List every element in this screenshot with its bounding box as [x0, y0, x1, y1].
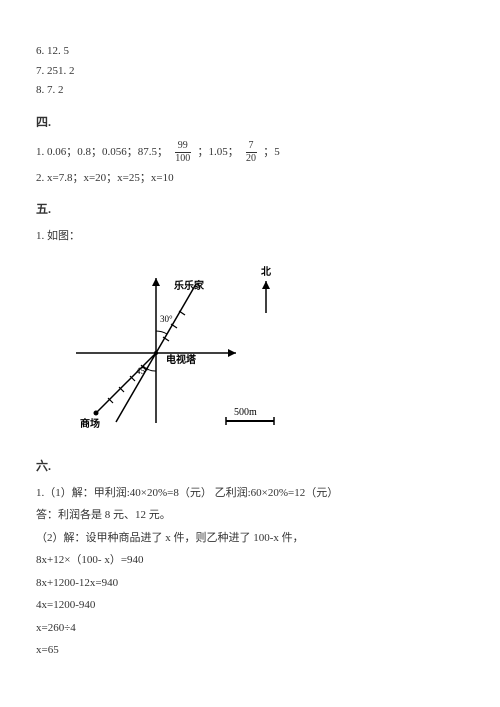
section-4-line-1: 1. 0.06；0.8；0.056；87.5； 99 100 ；1.05； 7 …: [36, 141, 464, 164]
section-4-line-2: 2. x=7.8；x=20；x=25；x=10: [36, 170, 464, 187]
fraction-den: 20: [246, 153, 257, 164]
fraction-2: 7 20: [246, 141, 257, 164]
fraction-den: 100: [175, 153, 191, 164]
s6-line: 8x+1200-12x=940: [36, 575, 464, 592]
map-diagram: 乐乐家 北 电视塔 商场 500m 30° 45°: [56, 253, 296, 443]
label-scale: 500m: [234, 405, 257, 420]
label-mall: 商场: [80, 417, 100, 432]
section-4-title: 四.: [36, 113, 464, 131]
top-answers: 6. 12. 5 7. 251. 2 8. 7. 2: [36, 43, 464, 99]
s6-line: 1.（1）解：甲利润:40×20%=8（元） 乙利润:60×20%=12（元）: [36, 485, 464, 502]
section-6-title: 六.: [36, 457, 464, 475]
label-tower: 电视塔: [166, 353, 196, 368]
label-lele: 乐乐家: [174, 279, 204, 294]
top-line: 7. 251. 2: [36, 63, 464, 80]
text: ；5: [263, 146, 280, 158]
top-line: 8. 7. 2: [36, 82, 464, 99]
top-line: 6. 12. 5: [36, 43, 464, 60]
s6-line: x=65: [36, 642, 464, 659]
label-north: 北: [261, 265, 271, 280]
section-5-title: 五.: [36, 200, 464, 218]
s6-line: （2）解：设甲种商品进了 x 件，则乙种进了 100-x 件，: [36, 530, 464, 547]
s6-line: 8x+12×（100- x）=940: [36, 552, 464, 569]
label-30: 30°: [160, 313, 173, 327]
text: 1. 0.06；0.8；0.056；87.5；: [36, 146, 168, 158]
label-45: 45°: [136, 365, 149, 379]
s6-line: x=260÷4: [36, 620, 464, 637]
text: ；1.05；: [198, 146, 239, 158]
fraction-1: 99 100: [175, 141, 191, 164]
section-5-line-1: 1. 如图：: [36, 228, 464, 245]
fraction-num: 7: [246, 141, 257, 153]
s6-line: 4x=1200-940: [36, 597, 464, 614]
fraction-num: 99: [175, 141, 191, 153]
s6-line: 答：利润各是 8 元、12 元。: [36, 507, 464, 524]
